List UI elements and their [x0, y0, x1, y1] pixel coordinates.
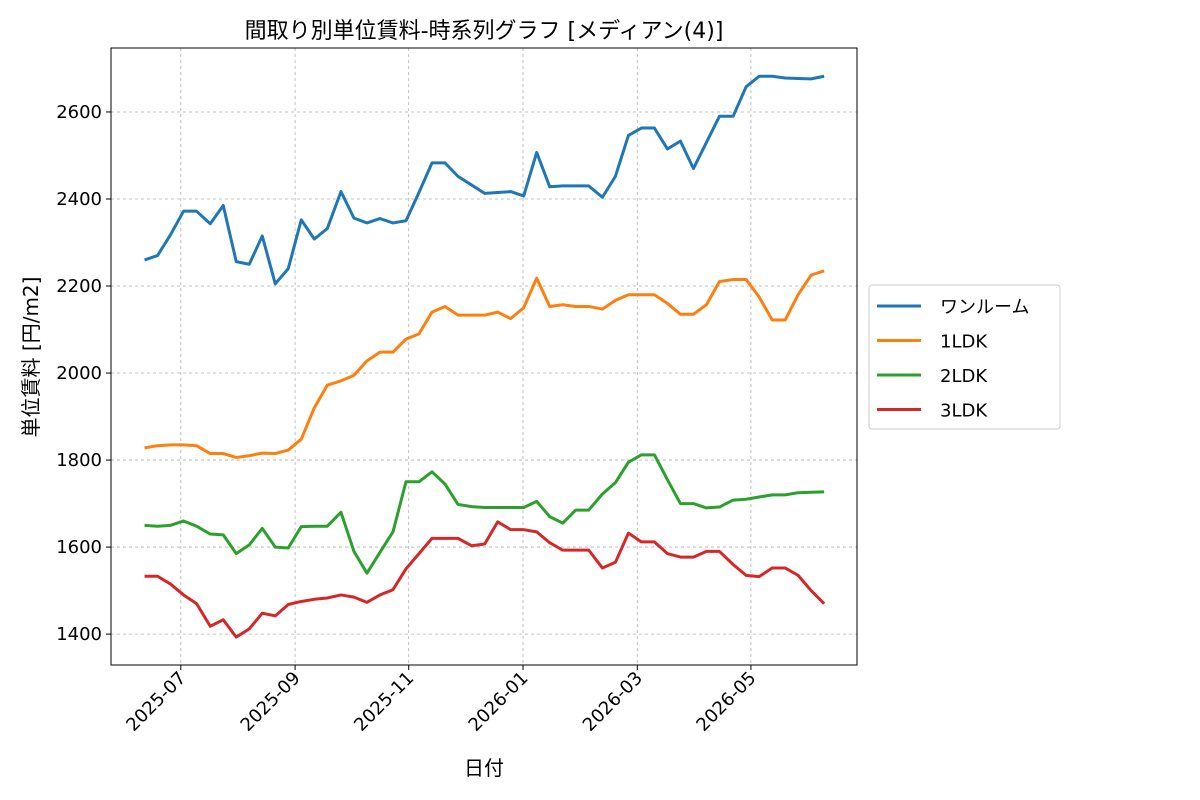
- data-line: [144, 269, 825, 459]
- y-tick-label: 1400: [56, 624, 102, 645]
- plot-frame: [110, 47, 858, 666]
- x-axis-label: 日付: [464, 756, 504, 780]
- y-tick-label: 2000: [56, 363, 102, 384]
- legend-label: 3LDK: [940, 401, 988, 422]
- x-tick-label: 2026-03: [579, 668, 647, 736]
- y-tick-label: 2600: [56, 102, 102, 123]
- legend-label: ワンルーム: [940, 297, 1029, 318]
- y-tick-label: 2400: [56, 189, 102, 210]
- data-line: [144, 520, 826, 639]
- y-tick-label: 1600: [56, 537, 102, 558]
- legend-label: 2LDK: [940, 366, 988, 387]
- x-tick-label: 2025-09: [237, 668, 305, 736]
- data-line: [144, 453, 825, 575]
- x-tick-label: 2025-11: [350, 668, 418, 736]
- legend: ワンルーム 1LDK 2LDK 3LDK: [868, 284, 1061, 430]
- x-tick-label: 2025-07: [122, 668, 190, 736]
- chart-title: 間取り別単位賃料-時系列グラフ [メディアン(4)]: [245, 19, 724, 44]
- x-tick-label: 2026-01: [465, 668, 533, 736]
- x-tick-label: 2026-05: [692, 668, 760, 736]
- legend-label: 1LDK: [940, 332, 988, 353]
- data-line: [144, 74, 825, 286]
- legend-box: [868, 284, 1061, 430]
- y-tick-label: 2200: [56, 276, 102, 297]
- y-axis-label: 単位賃料 [円/m2]: [19, 277, 43, 438]
- y-tick-label: 1800: [56, 450, 102, 471]
